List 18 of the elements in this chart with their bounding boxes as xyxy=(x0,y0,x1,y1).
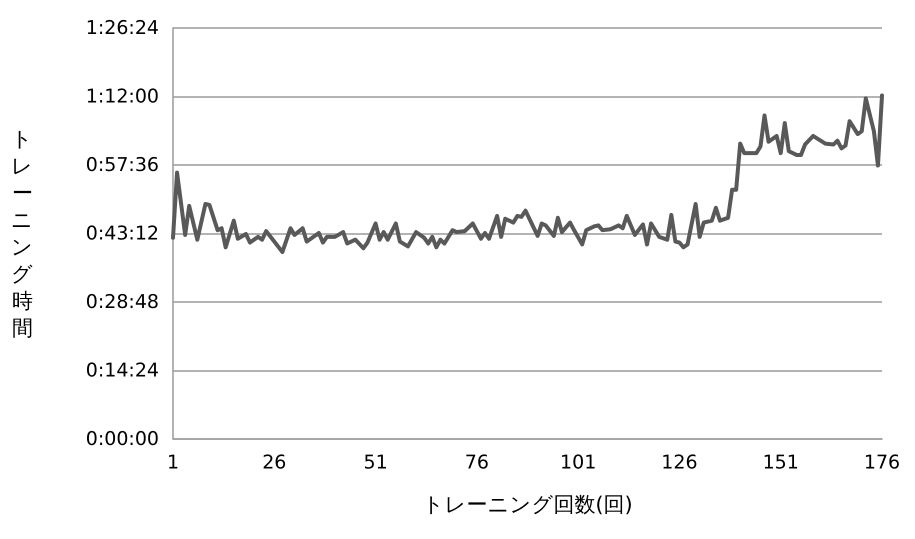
y-tick-label: 1:12:00 xyxy=(86,86,159,108)
x-tick-label: 26 xyxy=(262,452,286,474)
y-tick-label: 0:14:24 xyxy=(86,360,159,382)
line-series xyxy=(171,94,884,254)
x-tick-label: 1 xyxy=(166,452,180,474)
y-tick-label: 0:00:00 xyxy=(86,428,159,450)
x-tick-label: 51 xyxy=(363,452,388,474)
x-tick-label: 126 xyxy=(661,452,698,474)
x-tick-label: 76 xyxy=(464,452,489,474)
y-axis-title: トレーニング時間 xyxy=(11,127,33,340)
x-tick-label: 101 xyxy=(560,452,596,474)
x-tick-label: 151 xyxy=(762,452,799,474)
y-tick-label: 1:26:24 xyxy=(86,17,159,39)
y-tick-label: 0:57:36 xyxy=(86,154,159,176)
y-tick-label: 0:43:12 xyxy=(86,222,159,244)
x-tick-label: 176 xyxy=(864,452,900,474)
y-tick-label: 0:28:48 xyxy=(86,291,159,313)
x-axis-title: トレーニング回数(回) xyxy=(422,492,633,516)
